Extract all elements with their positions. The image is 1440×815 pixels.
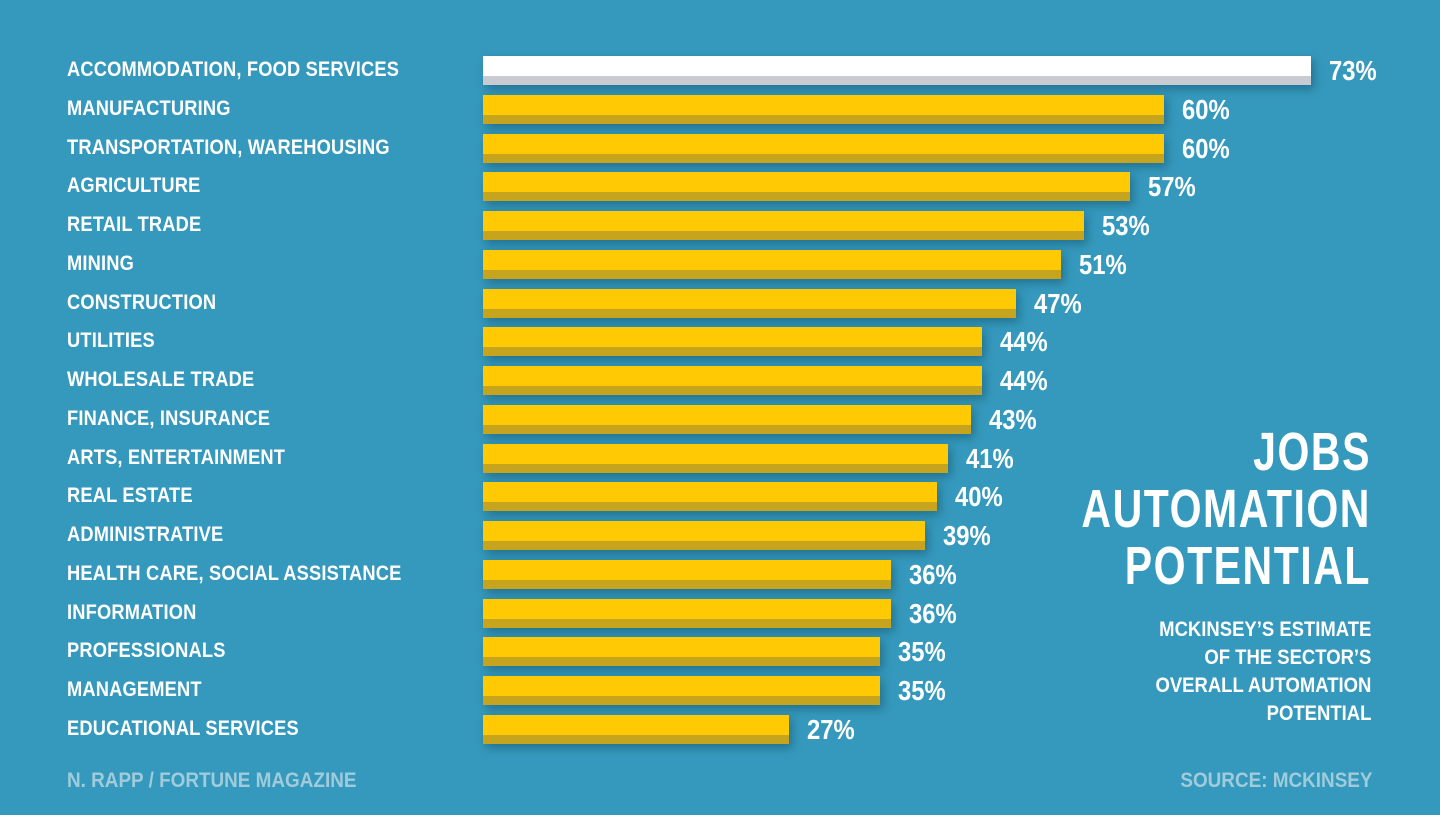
category-label: MINING	[67, 252, 135, 275]
category-label: ARTS, ENTERTAINMENT	[67, 446, 286, 469]
value-label: 60%	[1182, 133, 1230, 164]
bar	[483, 521, 925, 550]
bar-row: CONSTRUCTION 47%	[0, 289, 1440, 318]
bar-row: REAL ESTATE 40%	[0, 482, 1440, 511]
bar-row: MANAGEMENT 35%	[0, 676, 1440, 705]
category-label: FINANCE, INSURANCE	[67, 407, 271, 430]
bar-row: EDUCATIONAL SERVICES 27%	[0, 715, 1440, 744]
value-label: 27%	[807, 714, 855, 745]
bar	[483, 599, 891, 628]
bar-row: FINANCE, INSURANCE 43%	[0, 405, 1440, 434]
value-label: 57%	[1148, 171, 1196, 202]
value-label: 47%	[1034, 288, 1082, 319]
bar	[483, 405, 971, 434]
value-label: 40%	[955, 481, 1003, 512]
category-label: RETAIL TRADE	[67, 213, 202, 236]
bar	[483, 444, 948, 473]
bar-row: AGRICULTURE 57%	[0, 172, 1440, 201]
bar-row: UTILITIES 44%	[0, 327, 1440, 356]
category-label: MANAGEMENT	[67, 678, 202, 701]
value-label: 36%	[909, 559, 957, 590]
bar-row: ARTS, ENTERTAINMENT 41%	[0, 444, 1440, 473]
value-label: 53%	[1102, 210, 1150, 241]
bar-row: WHOLESALE TRADE 44%	[0, 366, 1440, 395]
value-label: 43%	[989, 404, 1037, 435]
bar-row: HEALTH CARE, SOCIAL ASSISTANCE 36%	[0, 560, 1440, 589]
chart-subtitle: MCKINSEY’S ESTIMATE OF THE SECTOR’S OVER…	[1126, 616, 1371, 728]
category-label: UTILITIES	[67, 329, 155, 352]
bar-row: ACCOMMODATION, FOOD SERVICES 73%	[0, 56, 1440, 85]
chart-subtitle-line: OVERALL AUTOMATION	[1155, 674, 1371, 697]
bar	[483, 366, 982, 395]
bar	[483, 211, 1084, 240]
value-label: 44%	[1000, 365, 1048, 396]
chart-title: JOBS AUTOMATION POTENTIAL	[990, 424, 1371, 595]
value-label: 36%	[909, 598, 957, 629]
category-label: PROFESSIONALS	[67, 639, 226, 662]
category-label: REAL ESTATE	[67, 484, 193, 507]
bar	[483, 56, 1311, 85]
category-label: AGRICULTURE	[67, 174, 201, 197]
value-label: 35%	[898, 636, 946, 667]
category-label: EDUCATIONAL SERVICES	[67, 717, 299, 740]
bar	[483, 95, 1164, 124]
bar	[483, 637, 880, 666]
chart-subtitle-line: MCKINSEY’S ESTIMATE	[1158, 618, 1371, 641]
value-label: 41%	[966, 443, 1014, 474]
category-label: ADMINISTRATIVE	[67, 523, 224, 546]
source-text: SOURCE: MCKINSEY	[1180, 769, 1373, 792]
value-label: 51%	[1079, 249, 1127, 280]
bar	[483, 327, 982, 356]
chart-title-line: JOBS	[1253, 422, 1371, 482]
chart-subtitle-line: POTENTIAL	[1266, 702, 1371, 725]
value-label: 44%	[1000, 326, 1048, 357]
category-label: HEALTH CARE, SOCIAL ASSISTANCE	[67, 562, 402, 585]
category-label: TRANSPORTATION, WAREHOUSING	[67, 136, 390, 159]
bar-row: INFORMATION 36%	[0, 599, 1440, 628]
bar-row: TRANSPORTATION, WAREHOUSING 60%	[0, 134, 1440, 163]
bar	[483, 482, 937, 511]
bar	[483, 172, 1130, 201]
bar	[483, 289, 1016, 318]
category-label: CONSTRUCTION	[67, 291, 217, 314]
bar	[483, 676, 880, 705]
category-label: WHOLESALE TRADE	[67, 368, 255, 391]
category-label: MANUFACTURING	[67, 97, 231, 120]
bar-row: RETAIL TRADE 53%	[0, 211, 1440, 240]
chart-subtitle-line: OF THE SECTOR’S	[1203, 646, 1371, 669]
value-label: 35%	[898, 675, 946, 706]
bar-row: ADMINISTRATIVE 39%	[0, 521, 1440, 550]
bar	[483, 250, 1061, 279]
chart-title-line: AUTOMATION	[1081, 479, 1371, 539]
chart-title-line: POTENTIAL	[1124, 536, 1371, 596]
value-label: 60%	[1182, 94, 1230, 125]
bar-row: MINING 51%	[0, 250, 1440, 279]
bar-row: PROFESSIONALS 35%	[0, 637, 1440, 666]
credit-text: N. RAPP / FORTUNE MAGAZINE	[67, 769, 357, 792]
category-label: INFORMATION	[67, 601, 197, 624]
value-label: 39%	[943, 520, 991, 551]
bar	[483, 560, 891, 589]
bar-row: MANUFACTURING 60%	[0, 95, 1440, 124]
value-label: 73%	[1329, 55, 1377, 86]
bar	[483, 134, 1164, 163]
bar	[483, 715, 789, 744]
category-label: ACCOMMODATION, FOOD SERVICES	[67, 58, 400, 81]
